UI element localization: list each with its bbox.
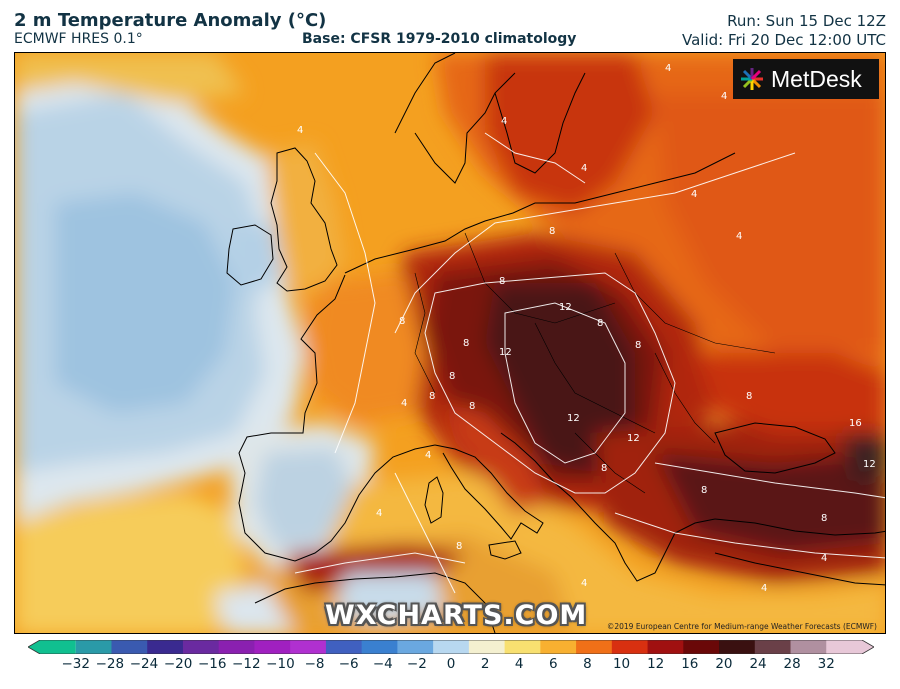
color-scale-tick-label: 2: [480, 656, 490, 672]
model-label: ECMWF HRES 0.1°: [14, 31, 143, 47]
color-scale-segment: [504, 640, 541, 654]
color-scale-tick-label: 8: [583, 656, 592, 672]
color-scale-tick-label: −10: [266, 656, 295, 672]
color-scale-segment: [576, 640, 613, 654]
contour-label: 8: [635, 340, 641, 351]
metdesk-burst-icon: [741, 68, 763, 90]
contour-label: 4: [821, 553, 827, 564]
contour-label: 16: [849, 418, 862, 429]
contour-label: 4: [665, 63, 671, 74]
contour-label: 8: [499, 276, 505, 287]
contour-label: 4: [581, 163, 587, 174]
color-scale-segment: [647, 640, 684, 654]
color-scale-tick-label: −16: [197, 656, 227, 672]
contour-label: 12: [863, 459, 876, 470]
color-scale-tick-label: −28: [95, 656, 125, 672]
color-scale-segment: [719, 640, 756, 654]
contour-label: 12: [567, 413, 580, 424]
contour-label: 8: [449, 371, 455, 382]
color-scale-segment: [790, 640, 827, 654]
chart-title: 2 m Temperature Anomaly (°C): [14, 10, 327, 31]
contour-label: 8: [701, 485, 707, 496]
color-scale-segment: [182, 640, 220, 654]
color-scale-segment: [147, 640, 184, 654]
wxcharts-watermark: WXCHARTS.COM: [325, 600, 588, 631]
color-scale-segment: [683, 640, 720, 654]
color-scale-tick-label: 28: [783, 656, 801, 672]
color-scale-segment: [254, 640, 291, 654]
contour-label: 4: [736, 231, 742, 242]
color-scale-tick-label: 12: [647, 656, 665, 672]
color-scale-segment: [218, 640, 255, 654]
color-scale-tick-label: 4: [514, 656, 524, 672]
color-scale-segment: [540, 640, 577, 654]
color-scale-segment: [826, 640, 874, 654]
copyright-notice: ©2019 European Centre for Medium-range W…: [606, 622, 877, 631]
color-scale-segment: [28, 640, 76, 654]
color-scale-tick-label: −6: [338, 656, 359, 672]
color-scale-tick-label: −20: [163, 656, 193, 672]
climatology-base-label: Base: CFSR 1979-2010 climatology: [302, 31, 577, 47]
contour-label: 4: [761, 583, 767, 594]
coastlines: [226, 53, 885, 633]
color-scale-tick-label: 0: [446, 656, 456, 672]
anomaly-map: 4 4 4 4 4 4 8 8 12 8 8 12 8 8 8 8 12 12 8 8 8 16 12 8 4 4 4 8 4 4 4 8 4 …: [14, 52, 886, 634]
color-scale-tick-label: 24: [749, 656, 767, 672]
contour-label: 4: [581, 578, 587, 589]
contour-labels: 4 4 4 4 4 4 8 8 12 8 8 12 8 8 8 8 12 12 8 8 8 16 12 8 4 4 4 8 4 4 4 8 4: [297, 63, 876, 594]
contour-lines: [294, 132, 885, 594]
anomaly-fields: [15, 53, 885, 633]
color-scale-tick-label: −8: [304, 656, 325, 672]
valid-time-label: Valid: Fri 20 Dec 12:00 UTC: [682, 31, 886, 49]
contour-label: 8: [746, 391, 752, 402]
color-scale-tick-label: −12: [232, 656, 261, 672]
contour-label: 4: [425, 450, 431, 461]
contour-label: 12: [499, 347, 512, 358]
color-scale-segment: [290, 640, 327, 654]
contour-label: 8: [399, 316, 405, 327]
contour-label: 4: [501, 116, 507, 127]
contour-label: 12: [627, 433, 640, 444]
color-scale-tick-label: −4: [372, 656, 393, 672]
contour-label: 8: [463, 338, 469, 349]
contour-label: 4: [691, 189, 697, 200]
color-scale-ticks: −32 −28 −24 −20 −16 −12 −10 −8 −6 −4 −2 0 2 4 6 8 10 12 16…: [0, 656, 900, 676]
color-scale-tick-label: −2: [406, 656, 427, 672]
contour-label: 8: [601, 463, 607, 474]
color-scale-tick-label: 10: [612, 656, 631, 672]
color-scale-segment: [75, 640, 112, 654]
contour-label: 12: [559, 302, 572, 313]
metdesk-logo-text: MetDesk: [771, 65, 862, 92]
contour-label: 4: [401, 398, 407, 409]
color-scale-segment: [397, 640, 434, 654]
contour-label: 4: [297, 125, 303, 136]
color-scale-segment: [754, 640, 792, 654]
color-scale-tick-label: 20: [715, 656, 733, 672]
color-scale-bar: [28, 640, 874, 654]
contour-label: 8: [456, 541, 462, 552]
contour-label: 4: [721, 91, 727, 102]
color-scale-tick-label: −24: [129, 656, 159, 672]
color-scale-segment: [325, 640, 363, 654]
color-scale-segment: [361, 640, 398, 654]
contour-label: 8: [821, 513, 827, 524]
color-scale-tick-label: −32: [61, 656, 90, 672]
contour-label: 8: [549, 226, 555, 237]
contour-label: 8: [597, 318, 603, 329]
anomaly-map-canvas: 4 4 4 4 4 4 8 8 12 8 8 12 8 8 8 8 12 12 8 8 8 16 12 8 4 4 4 8 4 4 4 8 4: [15, 53, 885, 633]
contour-label: 8: [469, 401, 475, 412]
color-scale-segment: [433, 640, 470, 654]
color-scale-segment: [468, 640, 506, 654]
run-time-label: Run: Sun 15 Dec 12Z: [727, 12, 886, 30]
color-scale-tick-label: 16: [681, 656, 699, 672]
contour-label: 4: [376, 508, 382, 519]
color-scale-tick-label: 6: [549, 656, 558, 672]
contour-label: 8: [429, 391, 435, 402]
color-scale-segment: [111, 640, 148, 654]
color-scale-segment: [611, 640, 649, 654]
color-scale-tick-label: 32: [817, 656, 835, 672]
metdesk-logo: MetDesk: [733, 59, 879, 99]
